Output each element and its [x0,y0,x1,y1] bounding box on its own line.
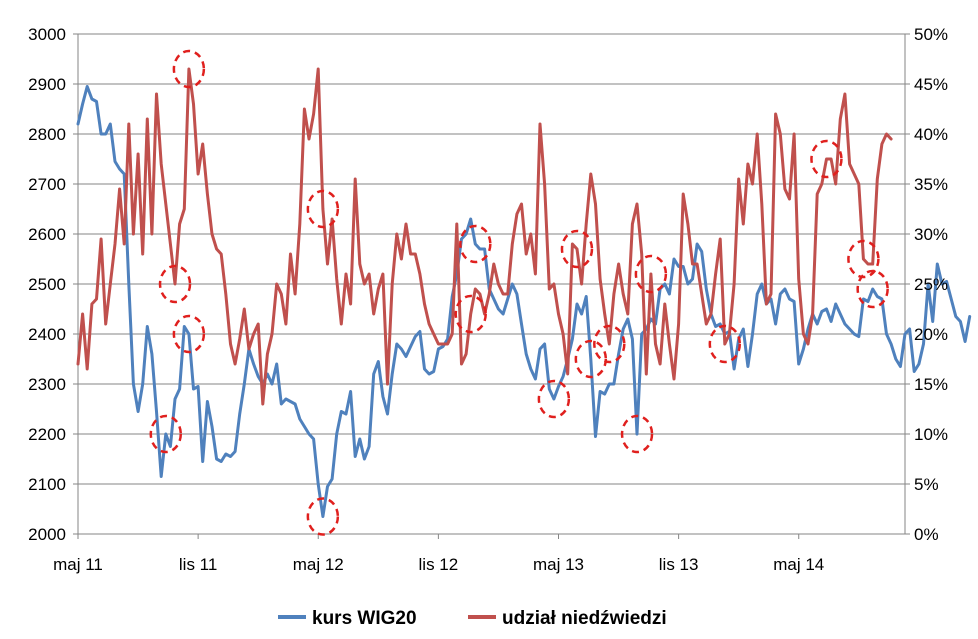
y-left-tick-label: 2400 [28,325,66,344]
annotation-circle [158,264,192,304]
y-right-tick-labels: 0% 5% 10% 15% 20% 25% 30% 35% 40% 45% 50% [914,25,948,544]
annotation-circle [454,294,487,334]
x-tick-label: lis 12 [419,555,459,574]
x-tick-label: maj 14 [773,555,824,574]
x-tick-label: maj 11 [53,555,103,574]
y-left-tick-label: 2700 [28,175,66,194]
annotation-circle [149,414,183,454]
legend-label-kurs-wig20: kurs WIG20 [312,608,417,629]
legend: kurs WIG20 udział niedźwiedzi [278,608,667,629]
y-right-tick-label: 10% [914,425,948,444]
annotation-circle [537,379,571,419]
x-tick-label: lis 13 [659,555,699,574]
annotation-circle [306,189,340,229]
annotation-circle [574,339,608,379]
series-layer [76,67,972,518]
y-left-tick-label: 2600 [28,225,66,244]
y-left-tick-label: 2800 [28,125,66,144]
y-right-tick-label: 50% [914,25,948,44]
annotation-circle [856,269,889,309]
y-left-tick-label: 2300 [28,375,66,394]
annotation-circle [172,314,206,354]
annotation-layer [149,49,889,536]
annotation-circle [172,49,206,89]
y-left-tick-label: 3000 [28,25,66,44]
x-tick-labels: maj 11 lis 11 maj 12 lis 12 maj 13 lis 13 maj … [53,555,824,574]
y-right-tick-label: 30% [914,225,948,244]
annotation-circle [708,324,742,364]
annotation-circle [634,254,668,294]
annotation-circle [847,239,880,279]
y-left-tick-label: 2000 [28,525,66,544]
y-left-tick-label: 2100 [28,475,66,494]
y-right-tick-label: 35% [914,175,948,194]
x-tick-label: maj 12 [293,555,344,574]
y-right-tick-label: 20% [914,325,948,344]
x-tick-label: maj 13 [533,555,584,574]
y-right-tick-label: 45% [914,75,948,94]
y-right-tick-label: 15% [914,375,948,394]
y-left-tick-label: 2200 [28,425,66,444]
annotation-circle [560,229,594,269]
y-right-tick-label: 5% [914,475,939,494]
y-left-tick-label: 2500 [28,275,66,294]
annotation-circle [810,139,843,179]
y-right-tick-label: 0% [914,525,939,544]
y-right-tick-label: 40% [914,125,948,144]
y-right-tick-label: 25% [914,275,948,294]
annotation-circle [306,497,340,536]
annotation-circle [620,414,654,454]
x-tick-label: lis 11 [179,555,217,574]
legend-label-udzial-niedzwiedzi: udział niedźwiedzi [502,608,667,629]
series-line-udzial-niedzwiedzi [76,67,893,406]
series-line-kurs-wig20 [76,85,972,518]
annotation-circle [593,324,626,364]
y-left-tick-label: 2900 [28,75,66,94]
annotation-circle [459,224,492,264]
y-left-tick-labels: 2000 2100 2200 2300 2400 2500 2600 2700 2800 2900… [28,25,66,544]
